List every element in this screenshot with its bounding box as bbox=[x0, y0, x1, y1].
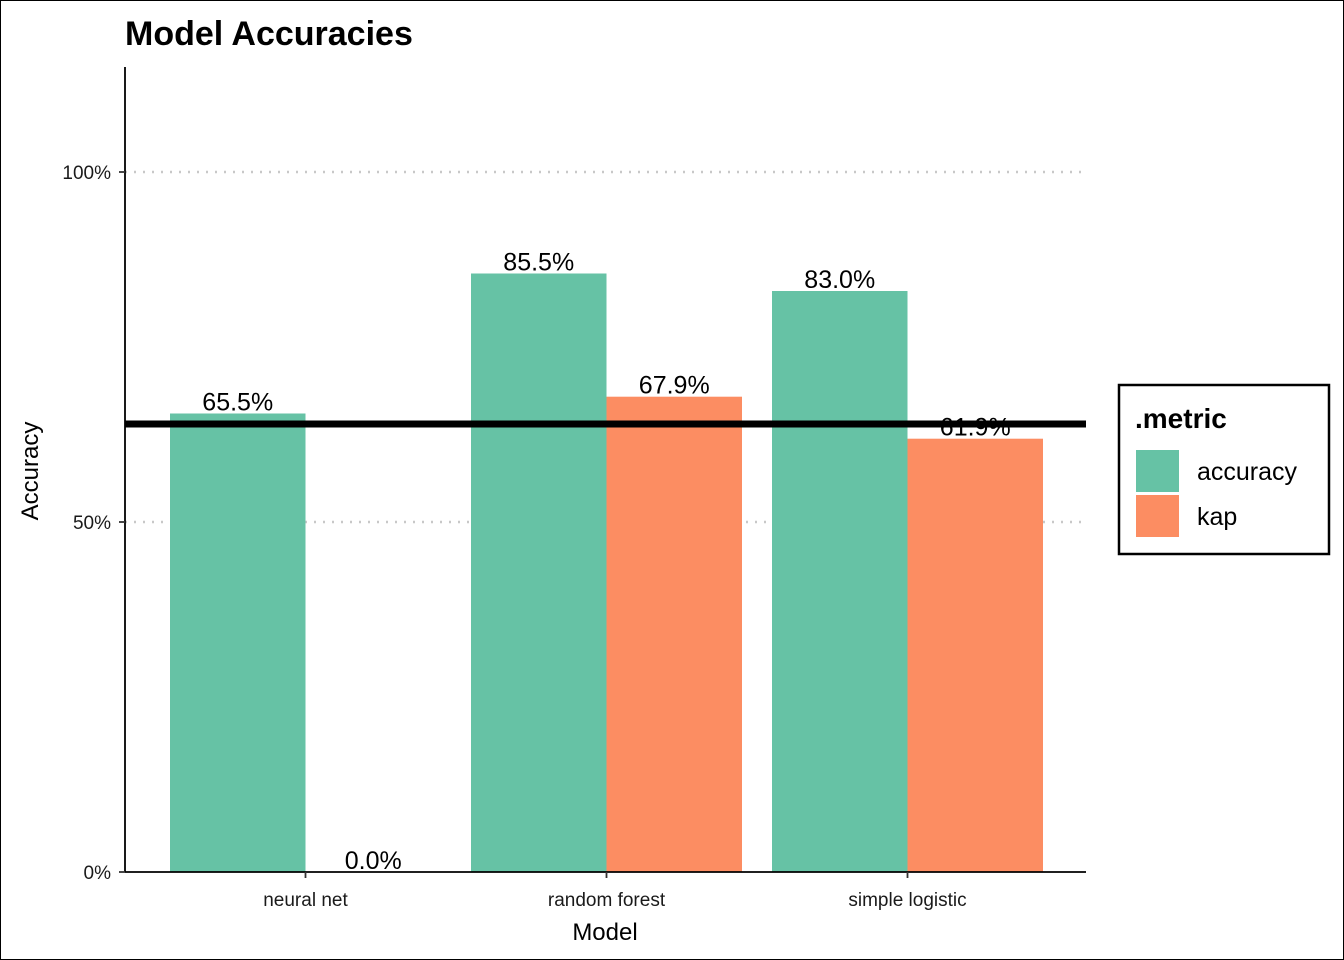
legend-label-kap: kap bbox=[1197, 503, 1237, 531]
bars bbox=[170, 273, 1043, 872]
data-label: 83.0% bbox=[804, 266, 875, 294]
bar-accuracy-simple-logistic bbox=[772, 291, 908, 872]
bar-kap-simple-logistic bbox=[907, 438, 1043, 872]
bar-accuracy-neural-net bbox=[170, 413, 306, 872]
data-label: 0.0% bbox=[345, 847, 402, 875]
data-label: 65.5% bbox=[202, 389, 273, 417]
x-tick-label: neural net bbox=[263, 890, 348, 911]
chart-title: Model Accuracies bbox=[125, 15, 413, 53]
bar-kap-random-forest bbox=[606, 396, 742, 872]
x-tick-label: simple logistic bbox=[848, 890, 966, 911]
x-axis-title: Model bbox=[572, 919, 637, 946]
y-tick-label: 0% bbox=[84, 863, 112, 884]
legend-title: .metric bbox=[1135, 403, 1227, 434]
legend-label-accuracy: accuracy bbox=[1197, 458, 1298, 486]
bar-accuracy-random-forest bbox=[471, 273, 607, 872]
data-labels: 65.5% 0.0% 85.5% 67.9% 83.0% 61.9% bbox=[202, 249, 1010, 876]
x-tick-label: random forest bbox=[548, 890, 666, 911]
data-label: 61.9% bbox=[940, 414, 1011, 442]
y-tick-label: 50% bbox=[73, 513, 111, 534]
legend-key-kap bbox=[1136, 495, 1179, 537]
data-label: 85.5% bbox=[503, 249, 574, 277]
data-label: 67.9% bbox=[639, 372, 710, 400]
legend-key-accuracy bbox=[1136, 450, 1179, 492]
legend: .metric accuracy kap bbox=[1117, 383, 1331, 556]
y-axis-title: Accuracy bbox=[17, 422, 44, 521]
axes: 0% 50% 100% neural net random forest simple l… bbox=[62, 67, 1086, 911]
y-tick-label: 100% bbox=[62, 163, 111, 184]
